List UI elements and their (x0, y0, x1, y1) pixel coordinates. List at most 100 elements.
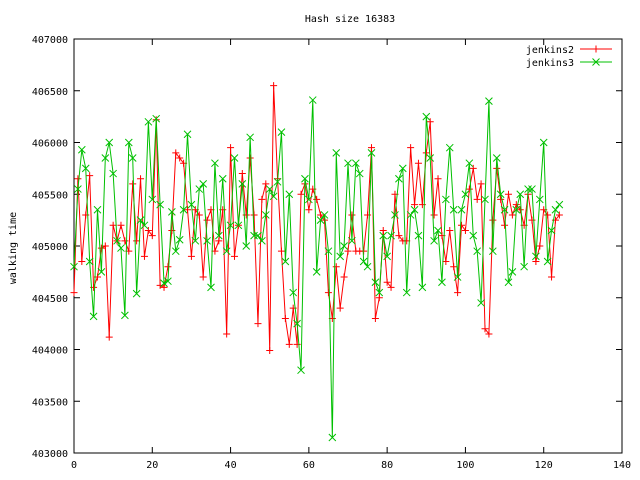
data-point-jenkins2 (458, 221, 466, 229)
data-point-jenkins2 (422, 149, 430, 157)
data-point-jenkins3 (488, 247, 497, 256)
data-point-jenkins3 (316, 216, 325, 224)
data-point-jenkins3 (164, 277, 172, 286)
data-point-jenkins2 (348, 211, 356, 219)
y-tick-label: 407000 (32, 35, 68, 46)
x-tick-label: 80 (381, 460, 393, 471)
data-point-jenkins3 (383, 252, 391, 261)
data-point-jenkins3 (391, 211, 399, 219)
data-point-jenkins3 (449, 205, 458, 214)
data-point-jenkins2 (465, 185, 473, 193)
data-point-jenkins3 (305, 195, 313, 204)
data-point-jenkins2 (528, 216, 536, 224)
data-point-jenkins3 (242, 242, 251, 250)
data-point-jenkins2 (536, 242, 544, 250)
legend-marker-jenkins3 (592, 58, 600, 66)
data-point-jenkins3 (543, 257, 552, 266)
data-point-jenkins3 (328, 433, 337, 442)
data-point-jenkins3 (203, 236, 211, 245)
data-point-jenkins2 (477, 180, 485, 188)
data-point-jenkins3 (175, 235, 184, 244)
data-point-jenkins3 (504, 278, 513, 287)
data-point-jenkins3 (410, 205, 419, 214)
data-point-jenkins2 (504, 190, 512, 198)
data-point-jenkins3 (367, 148, 376, 157)
data-point-jenkins2 (324, 289, 332, 297)
data-point-jenkins2 (199, 273, 207, 281)
data-point-jenkins3 (496, 190, 505, 199)
data-point-jenkins3 (117, 244, 125, 252)
data-point-jenkins3 (156, 200, 164, 209)
data-point-jenkins3 (85, 257, 94, 266)
data-point-jenkins2 (434, 175, 442, 183)
x-tick-label: 40 (225, 460, 237, 471)
data-point-jenkins3 (273, 177, 282, 186)
data-point-jenkins2 (246, 154, 254, 162)
data-point-jenkins3 (289, 288, 298, 297)
data-point-jenkins3 (332, 148, 341, 157)
data-point-jenkins3 (438, 278, 446, 287)
data-point-jenkins3 (516, 190, 525, 199)
y-tick-label: 404000 (32, 346, 68, 357)
data-point-jenkins3 (191, 236, 200, 245)
data-point-jenkins3 (453, 273, 462, 281)
y-axis-label: walking time (8, 212, 19, 284)
data-point-jenkins2 (148, 232, 156, 240)
legend-label-jenkins3: jenkins3 (526, 58, 574, 69)
data-point-jenkins2 (227, 144, 235, 152)
data-point-jenkins3 (351, 159, 360, 168)
data-point-jenkins3 (406, 211, 415, 219)
data-point-jenkins3 (422, 112, 431, 121)
y-tick-label: 406000 (32, 139, 68, 150)
data-point-jenkins2 (184, 206, 192, 214)
data-point-jenkins2 (293, 340, 301, 348)
data-point-jenkins2 (516, 206, 524, 214)
data-point-jenkins3 (211, 159, 219, 168)
data-point-jenkins3 (348, 236, 356, 245)
data-point-jenkins3 (528, 185, 536, 193)
data-point-jenkins2 (430, 211, 438, 219)
data-point-jenkins3 (395, 174, 403, 183)
data-point-jenkins2 (223, 330, 231, 338)
data-point-jenkins3 (230, 154, 239, 162)
data-point-jenkins3 (414, 231, 423, 240)
legend-marker-jenkins2 (592, 45, 600, 53)
data-point-jenkins3 (481, 195, 489, 204)
data-point-jenkins3 (277, 128, 286, 137)
data-point-jenkins3 (218, 174, 227, 183)
data-point-jenkins3 (97, 268, 106, 276)
data-point-jenkins3 (222, 247, 231, 256)
data-point-jenkins3 (324, 247, 333, 256)
data-point-jenkins3 (320, 211, 329, 219)
data-point-jenkins2 (344, 247, 352, 255)
data-point-jenkins2 (367, 144, 375, 152)
data-point-jenkins3 (551, 205, 560, 214)
data-point-jenkins2 (203, 216, 211, 224)
data-point-jenkins3 (144, 117, 153, 126)
data-point-jenkins3 (520, 262, 528, 271)
data-point-jenkins2 (144, 226, 152, 234)
data-point-jenkins3 (74, 185, 82, 193)
data-point-jenkins2 (97, 244, 105, 252)
data-point-jenkins2 (407, 144, 415, 152)
data-point-jenkins2 (387, 283, 395, 291)
data-point-jenkins3 (101, 154, 110, 162)
legend-label-jenkins2: jenkins2 (526, 45, 574, 56)
data-point-jenkins3 (477, 299, 485, 307)
data-point-jenkins3 (485, 97, 493, 105)
data-point-jenkins3 (281, 257, 290, 266)
y-tick-label: 405000 (32, 242, 68, 253)
data-point-jenkins2 (555, 211, 563, 219)
data-point-jenkins3 (148, 195, 157, 204)
data-point-jenkins2 (336, 304, 344, 312)
data-point-jenkins3 (89, 312, 98, 321)
x-tick-label: 60 (303, 460, 315, 471)
data-point-jenkins3 (105, 138, 114, 147)
data-point-jenkins2 (411, 201, 419, 209)
x-tick-label: 100 (456, 460, 474, 471)
data-point-jenkins2 (285, 340, 293, 348)
data-point-jenkins3 (152, 114, 161, 123)
data-point-jenkins3 (93, 205, 102, 214)
data-point-jenkins3 (418, 283, 427, 292)
